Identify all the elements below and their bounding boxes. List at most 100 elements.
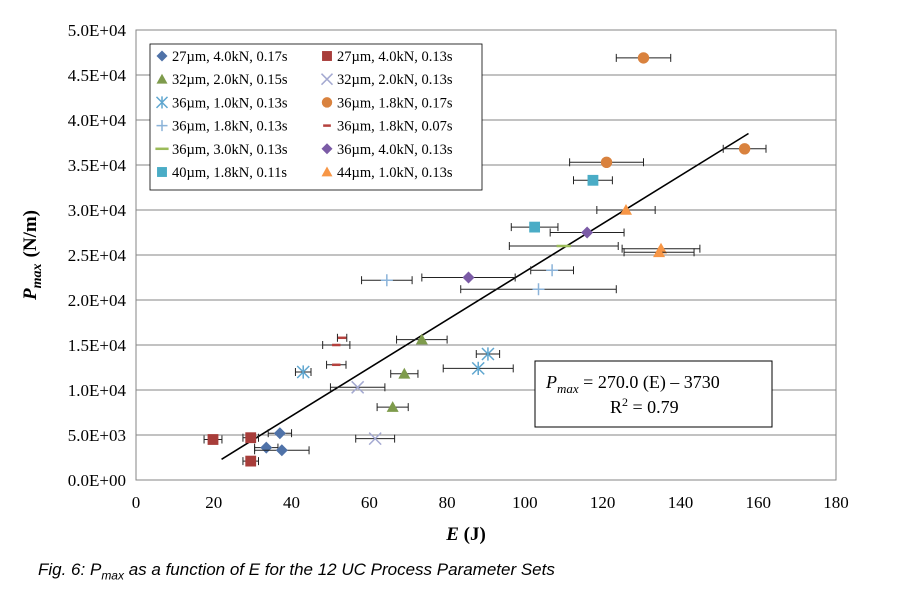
legend-item: 27µm, 4.0kN, 0.13s (322, 49, 453, 65)
data-point (530, 264, 574, 277)
data-point (460, 283, 617, 296)
marker-x (351, 380, 365, 394)
equation-lhs: P (545, 372, 557, 392)
legend-label: 36µm, 1.8kN, 0.17s (337, 95, 453, 111)
marker-plus (156, 120, 168, 132)
data-point (475, 347, 501, 361)
marker-asterisk (296, 365, 310, 379)
y-tick-label: 5.0E+03 (68, 426, 126, 445)
marker-asterisk (155, 96, 169, 109)
y-tick-label: 1.5E+04 (68, 336, 127, 355)
y-axis-tick-labels: 0.0E+00 5.0E+03 1.0E+04 1.5E+04 2.0E+04 2.5E+… (68, 21, 127, 490)
marker-plus (380, 274, 393, 287)
marker-plus (546, 264, 559, 277)
series-12 (596, 204, 701, 258)
legend: 27µm, 4.0kN, 0.17s 27µm, 4.0kN, 0.13s 32µm… (155, 49, 453, 181)
data-point (623, 246, 695, 258)
data-point (569, 156, 644, 168)
x-tick-label: 160 (745, 493, 771, 512)
marker-diamond (260, 441, 273, 454)
marker-triangle (321, 166, 333, 177)
y-tick-label: 3.0E+04 (68, 201, 127, 220)
marker-circle (321, 97, 333, 108)
legend-label: 44µm, 1.0kN, 0.13s (337, 165, 453, 181)
data-point (596, 204, 656, 215)
legend-item: 32µm, 2.0kN, 0.13s (320, 72, 453, 88)
data-point (322, 341, 351, 349)
series-10 (421, 226, 625, 284)
x-tick-label: 20 (205, 493, 222, 512)
x-tick-label: 100 (512, 493, 538, 512)
series-4 (329, 380, 396, 446)
marker-triangle (156, 73, 168, 84)
y-tick-label: 3.5E+04 (68, 156, 127, 175)
x-tick-label: 140 (668, 493, 694, 512)
x-tick-label: 120 (590, 493, 616, 512)
equation-box (534, 360, 773, 428)
series-5 (294, 347, 514, 379)
y-axis-title-main: P (20, 288, 41, 301)
data-point (336, 333, 348, 342)
data-point (329, 380, 386, 394)
data-point (254, 444, 310, 457)
caption-prefix: Fig. 6: P (38, 560, 102, 579)
data-point (294, 365, 312, 379)
plot-area-border (135, 29, 837, 481)
r2-sup: 2 (622, 395, 628, 409)
marker-x (368, 432, 382, 446)
marker-diamond (156, 50, 168, 62)
x-axis-tick-labels: 0 20 40 60 80 100 120 140 160 180 (132, 493, 849, 512)
data-point (355, 432, 396, 446)
data-point (549, 226, 625, 239)
data-points (203, 52, 767, 467)
series-1 (254, 427, 310, 457)
marker-triangle (398, 367, 411, 379)
data-point (615, 52, 672, 64)
x-axis-title: E (J) (445, 524, 486, 545)
marker-triangle (653, 246, 666, 258)
x-tick-label: 40 (283, 493, 300, 512)
data-point (242, 432, 259, 444)
marker-x (320, 73, 334, 86)
x-tick-label: 180 (823, 493, 849, 512)
legend-label: 32µm, 2.0kN, 0.15s (172, 72, 288, 88)
marker-diamond (275, 444, 288, 457)
y-axis-title-unit: (N/m) (20, 210, 41, 257)
data-point (254, 441, 279, 454)
y-tick-label: 0.0E+00 (68, 471, 126, 490)
data-point (573, 174, 613, 186)
r2-value: = 0.79 (628, 397, 679, 417)
marker-square (245, 455, 257, 467)
marker-diamond (462, 271, 475, 284)
chart: 0.0E+00 5.0E+03 1.0E+04 1.5E+04 2.0E+04 2.5E+… (20, 21, 849, 545)
y-tick-label: 1.0E+04 (68, 381, 127, 400)
series-7 (361, 264, 617, 296)
data-point (390, 367, 419, 379)
data-point (421, 271, 516, 284)
data-point (242, 455, 259, 467)
marker-triangle (386, 401, 399, 412)
marker-square (322, 51, 332, 61)
legend-item: 36µm, 4.0kN, 0.13s (321, 142, 453, 158)
y-tick-label: 5.0E+04 (68, 21, 127, 40)
legend-item: 36µm, 1.8kN, 0.13s (156, 119, 288, 135)
y-tick-label: 2.0E+04 (68, 291, 127, 310)
y-tick-label: 4.5E+04 (68, 66, 127, 85)
marker-diamond (273, 427, 286, 440)
legend-label: 27µm, 4.0kN, 0.17s (172, 49, 288, 65)
legend-label: 36µm, 3.0kN, 0.13s (172, 142, 288, 158)
data-point (326, 360, 347, 369)
marker-triangle (415, 333, 428, 345)
series-11 (510, 174, 613, 233)
series-3 (376, 333, 448, 412)
x-tick-label: 0 (132, 493, 141, 512)
equation-rhs: = 270.0 (E) – 3730 (579, 372, 720, 393)
legend-item: 40µm, 1.8kN, 0.11s (157, 165, 287, 181)
marker-circle (600, 156, 613, 168)
marker-asterisk (471, 361, 485, 375)
r-squared-text: R2 = 0.79 (610, 395, 679, 417)
data-point (508, 242, 619, 250)
legend-item: 36µm, 1.0kN, 0.13s (155, 95, 288, 111)
regression-line (221, 132, 749, 460)
marker-circle (738, 143, 751, 155)
